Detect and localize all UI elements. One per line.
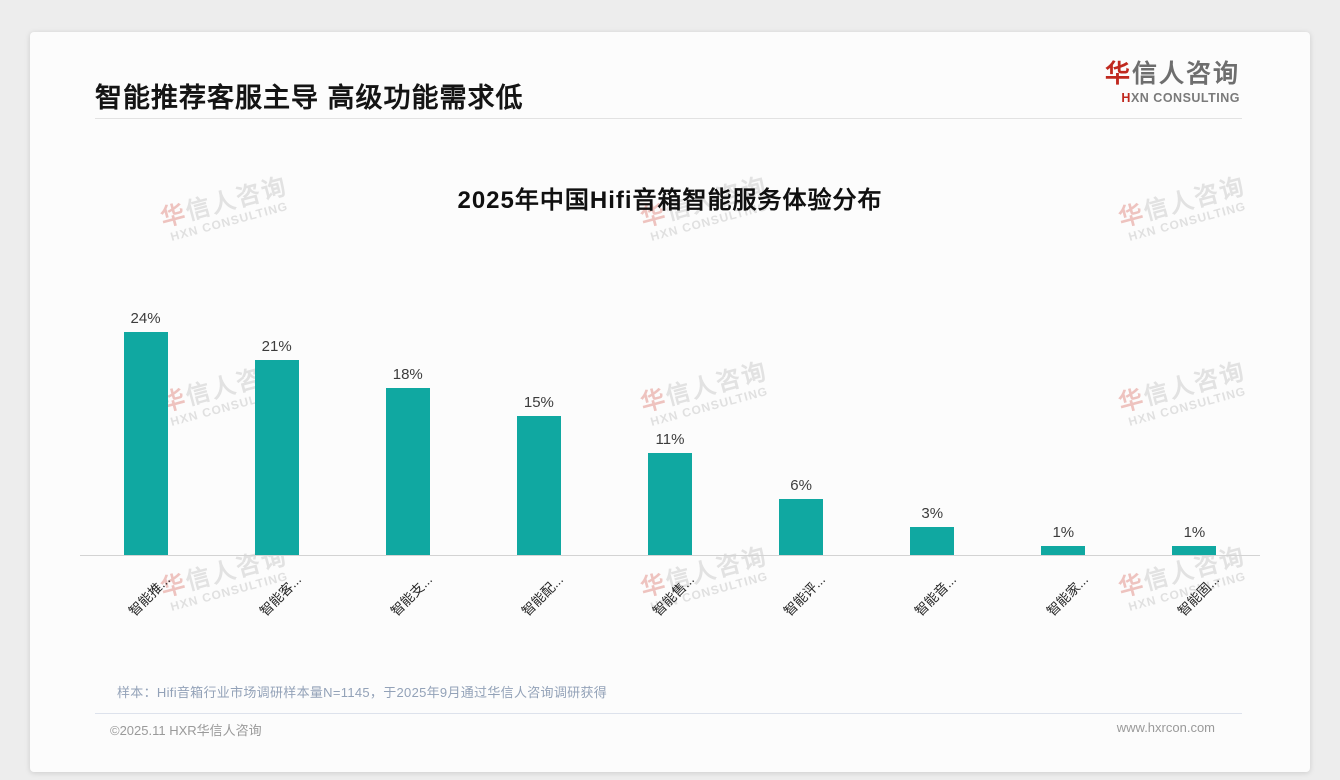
bar xyxy=(254,359,299,555)
bar-value-label: 15% xyxy=(523,393,554,411)
footer-divider xyxy=(95,713,1242,714)
x-axis-label: 智能配... xyxy=(519,571,567,620)
bar xyxy=(1172,545,1217,555)
bar-value-label: 11% xyxy=(655,430,685,448)
bar-value-label: 24% xyxy=(130,309,161,327)
bar-column: 1% xyxy=(998,305,1129,555)
sample-note: 样本：Hifi音箱行业市场调研样本量N=1145，于2025年9月通过华信人咨询… xyxy=(117,685,608,700)
x-axis-label: 智能固... xyxy=(1174,571,1222,620)
logo-english-text: HXN CONSULTING xyxy=(1105,91,1240,105)
bar-column: 1% xyxy=(1129,305,1260,555)
x-axis-line xyxy=(80,555,1260,556)
x-axis-tick: 智能售... xyxy=(604,555,735,650)
bar-column: 24% xyxy=(80,305,211,555)
x-axis-tick: 智能音... xyxy=(867,555,998,650)
x-axis-label: 智能家... xyxy=(1043,571,1091,620)
bar xyxy=(385,387,430,555)
chart-title: 2025年中国Hifi音箱智能服务体验分布 xyxy=(457,187,883,214)
slide-card: 智能推荐客服主导 高级功能需求低 华信人咨询 HXN CONSULTING 华信… xyxy=(30,32,1310,772)
bar xyxy=(647,452,692,555)
bar xyxy=(779,499,824,555)
x-axis-tick: 智能家... xyxy=(998,555,1129,650)
logo-zh-highlight: 华 xyxy=(1104,60,1132,88)
x-axis-tick: 智能推... xyxy=(80,555,211,650)
x-axis-label: 智能推... xyxy=(125,571,173,620)
bar-value-label: 18% xyxy=(392,365,423,383)
logo-en-highlight: H xyxy=(1121,91,1131,105)
page-title: 智能推荐客服主导 高级功能需求低 xyxy=(95,83,524,113)
logo-chinese-text: 华信人咨询 xyxy=(1105,54,1240,90)
x-axis-tick: 智能固... xyxy=(1129,555,1260,650)
x-axis-label: 智能支... xyxy=(388,571,436,620)
logo-zh-rest: 信人咨询 xyxy=(1131,60,1240,88)
company-logo: 华信人咨询 HXN CONSULTING xyxy=(1105,54,1240,105)
bar-chart-plot: 24% 21% 18% 15% 11% 6% 3% 1% 1% xyxy=(80,305,1260,555)
logo-en-rest: XN CONSULTING xyxy=(1130,91,1240,105)
x-axis-label: 智能客... xyxy=(256,571,305,620)
x-axis-tick: 智能评... xyxy=(736,555,867,650)
header-divider xyxy=(95,118,1242,119)
bar-column: 18% xyxy=(342,305,473,555)
bar-column: 11% xyxy=(604,305,735,555)
bar xyxy=(1041,545,1086,555)
bar xyxy=(910,527,955,555)
x-axis-tick: 智能支... xyxy=(342,555,473,650)
website-text: www.hxrcon.com xyxy=(1116,720,1215,735)
bar-column: 3% xyxy=(867,305,998,555)
bar-column: 15% xyxy=(473,305,604,555)
x-axis-labels: 智能推... 智能客... 智能支... 智能配... 智能售... 智能评... 智能音.… xyxy=(80,555,1260,650)
bar-value-label: 3% xyxy=(921,505,944,523)
bar-value-label: 6% xyxy=(790,477,812,495)
bar-column: 21% xyxy=(211,305,342,555)
x-axis-tick: 智能配... xyxy=(473,555,604,650)
bar-value-label: 1% xyxy=(1183,523,1206,541)
x-axis-label: 智能音... xyxy=(912,571,960,620)
x-axis-tick: 智能客... xyxy=(211,555,342,650)
bar-value-label: 21% xyxy=(261,337,292,355)
bar xyxy=(123,331,168,555)
bar-value-label: 1% xyxy=(1052,523,1075,541)
bar xyxy=(516,415,561,555)
x-axis-label: 智能评... xyxy=(781,571,829,620)
copyright-text: ©2025.11 HXR华信人咨询 xyxy=(110,723,262,738)
x-axis-label: 智能售... xyxy=(650,571,698,620)
bar-column: 6% xyxy=(736,305,867,555)
